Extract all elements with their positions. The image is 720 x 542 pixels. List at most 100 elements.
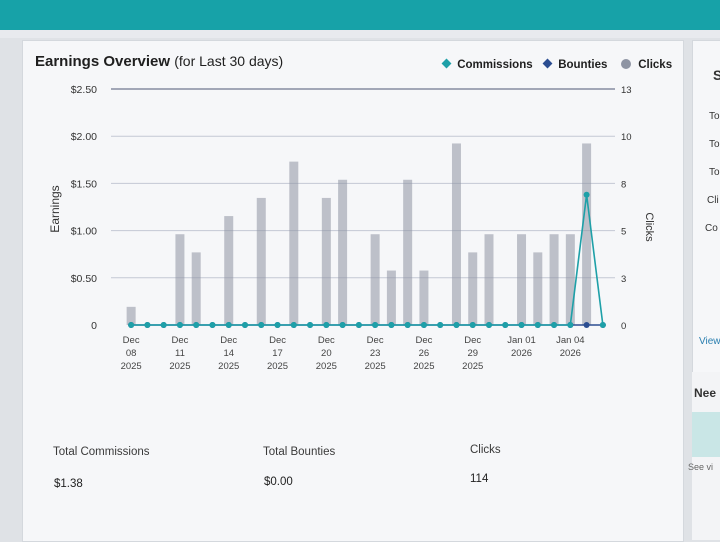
legend-clicks[interactable]: Clicks [621,59,672,71]
clicks-bar [386,270,396,325]
card-title-period: (for Last 30 days) [174,53,284,69]
legend-bounties[interactable]: Bounties [542,58,608,71]
x-tick-label: 2025 [462,361,483,372]
commissions-point [534,322,541,328]
clicks-summary-value: 114 [470,473,489,485]
commissions-point [518,322,525,328]
x-tick-label: 26 [419,348,430,359]
legend-commissions-label: Commissions [457,59,533,71]
clicks-bar [582,143,592,325]
clicks-summary-label: Clicks [470,444,501,456]
clicks-bar [517,234,527,325]
commissions-point [128,322,135,328]
side-footer-link[interactable]: See vi [688,462,714,472]
x-tick-label: Dec [367,335,384,346]
clicks-bar [321,197,331,325]
commissions-point [144,322,151,328]
y2-axis-label: Clicks [643,212,655,242]
clicks-bar [126,306,136,325]
x-tick-label: 2026 [511,348,532,359]
clicks-bar [191,252,201,325]
commissions-point [404,322,411,328]
side-action-block[interactable] [692,412,720,457]
commissions-point [225,322,232,328]
commissions-point [339,322,346,328]
commissions-point [583,191,590,198]
commissions-point [355,322,362,328]
x-tick-label: 2025 [169,361,190,372]
y-tick-label: $0.50 [71,273,97,285]
commissions-point [469,322,476,328]
clicks-bar [338,179,348,325]
y2-tick-label: 10 [621,132,632,143]
side-panel-title: S [713,67,720,83]
commissions-point [209,322,216,328]
commissions-point [486,322,492,328]
commissions-point [307,322,314,328]
commissions-point [323,322,330,328]
x-tick-label: Jan 01 [507,335,536,346]
total-commissions-label: Total Commissions [53,446,150,458]
clicks-bar [289,161,299,325]
x-tick-label: 11 [175,348,185,359]
side-row-5: Co [705,223,718,234]
x-tick-label: Dec [269,335,286,346]
commissions-point [193,322,200,328]
legend-clicks-label: Clicks [638,59,673,71]
x-tick-label: 08 [126,348,137,359]
bounties-point [583,322,590,328]
y2-tick-label: 13 [621,85,632,96]
total-bounties-label: Total Bounties [263,446,336,458]
x-tick-label: Dec [318,335,335,346]
clicks-bar [484,234,494,325]
y-tick-label: $2.50 [71,84,97,96]
side-view-link[interactable]: View [699,336,720,347]
x-tick-label: 17 [272,348,283,359]
x-tick-label: Dec [220,335,237,346]
clicks-legend-icon [621,59,631,69]
commissions-point [453,322,460,328]
y2-tick-label: 3 [621,274,626,285]
side-section-title: Nee [694,386,717,400]
clicks-bar [468,252,478,325]
clicks-bar [565,234,575,325]
y-tick-label: $1.00 [71,226,97,238]
commissions-point [258,322,265,328]
x-tick-label: 29 [467,348,478,359]
x-tick-label: 14 [223,348,234,359]
earnings-chart: $2.50 $2.00 $1.50 $1.00 $0.50 0 13 10 8 5 3 0 Earnin… [48,84,655,372]
commissions-point [420,322,427,328]
x-tick-label: 20 [321,348,332,359]
total-bounties-value: $0.00 [264,476,293,488]
side-row-4: Cli [707,195,719,206]
clicks-bar [175,234,185,325]
total-commissions-value: $1.38 [54,478,83,490]
commissions-point [290,322,297,328]
app-header-bar [0,0,720,30]
side-panel-lower: Nee See vi [688,372,720,540]
x-tick-label: Dec [123,335,140,346]
y2-tick-label: 0 [621,321,626,332]
y-tick-label: 0 [91,320,97,332]
clicks-bar [419,270,429,325]
commissions-point [502,322,509,328]
clicks-bar [549,234,559,325]
x-tick-label: 2025 [121,361,142,372]
y2-tick-label: 8 [621,179,626,190]
clicks-bar [256,197,266,325]
commissions-point [242,322,248,328]
side-row-3: To [709,167,720,178]
legend-commissions[interactable]: Commissions [441,58,533,71]
commissions-point [274,322,281,328]
side-panel: S To To To Cli Co View [692,40,720,387]
x-tick-label: Jan 04 [556,335,585,346]
commissions-line [131,194,604,326]
header-divider [0,30,720,38]
side-row-1: To [709,111,720,122]
y-axis-label: Earnings [48,185,62,232]
clicks-bar [451,143,461,325]
legend-bounties-label: Bounties [558,59,608,71]
card-title: Earnings Overview (for Last 30 days) [35,53,283,70]
clicks-bar [370,234,380,325]
y2-tick-label: 5 [621,227,626,238]
